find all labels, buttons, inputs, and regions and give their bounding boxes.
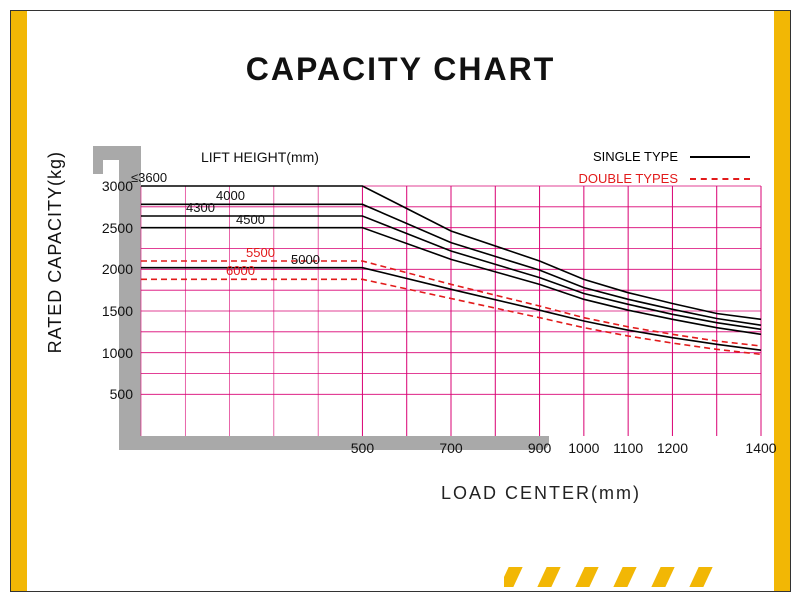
x-tick: 1100 xyxy=(613,440,643,456)
x-tick: 700 xyxy=(439,440,462,456)
legend-double-swatch xyxy=(690,178,750,180)
fork-heel xyxy=(119,425,141,437)
accent-stripes xyxy=(504,567,764,587)
chart-legend: SINGLE TYPE DOUBLE TYPES xyxy=(579,146,750,190)
fork-hook-side xyxy=(93,146,103,174)
series-label-6000: 6000 xyxy=(226,263,255,278)
legend-single-swatch xyxy=(690,156,750,158)
x-tick: 900 xyxy=(528,440,551,456)
series-label-4300: 4300 xyxy=(186,200,215,215)
x-tick: 1400 xyxy=(745,440,776,456)
legend-single-label: SINGLE TYPE xyxy=(593,146,678,168)
accent-border-right xyxy=(774,11,790,591)
y-tick: 2000 xyxy=(73,261,133,277)
fork-tine xyxy=(119,436,549,450)
y-tick: 3000 xyxy=(73,178,133,194)
y-tick: 1000 xyxy=(73,345,133,361)
chart-plot-area: 5001000150020002500300050070090010001100… xyxy=(141,186,761,436)
x-tick: 500 xyxy=(351,440,374,456)
x-tick: 1200 xyxy=(657,440,688,456)
series-label-4000: 4000 xyxy=(216,188,245,203)
x-tick: 1000 xyxy=(568,440,599,456)
accent-border-left xyxy=(11,11,27,591)
lift-height-label: LIFT HEIGHT(mm) xyxy=(201,149,319,165)
y-tick: 1500 xyxy=(73,303,133,319)
chart-card: CAPACITY CHART LIFT HEIGHT(mm) SINGLE TY… xyxy=(10,10,791,592)
legend-single: SINGLE TYPE xyxy=(579,146,750,168)
series-label-5500: 5500 xyxy=(246,245,275,260)
y-axis-label-text: RATED CAPACITY(kg) xyxy=(45,151,66,353)
y-axis-label: RATED CAPACITY(kg) xyxy=(45,0,66,151)
chart-svg xyxy=(141,186,761,436)
series-label-3600: ≤3600 xyxy=(131,170,167,185)
series-label-4500: 4500 xyxy=(236,212,265,227)
y-tick: 500 xyxy=(73,386,133,402)
x-axis-label: LOAD CENTER(mm) xyxy=(441,483,641,504)
y-tick: 2500 xyxy=(73,220,133,236)
series-label-5000: 5000 xyxy=(291,252,320,267)
chart-title: CAPACITY CHART xyxy=(11,51,790,88)
